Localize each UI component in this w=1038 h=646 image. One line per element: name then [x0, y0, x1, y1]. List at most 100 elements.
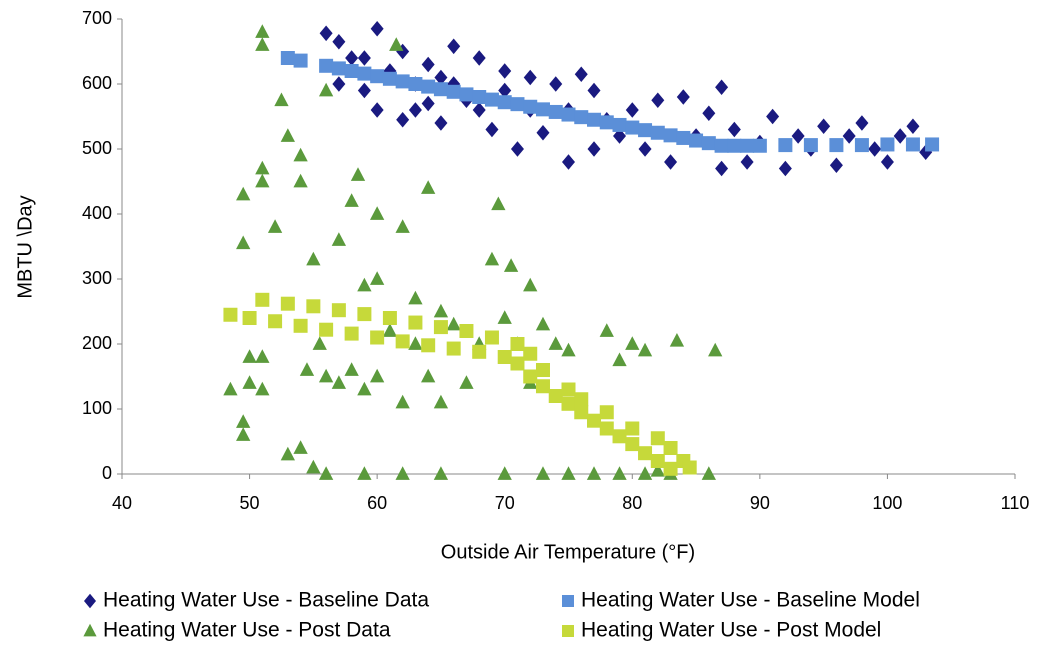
point [223, 307, 238, 322]
point [280, 446, 295, 461]
point [472, 90, 487, 104]
point [715, 160, 729, 177]
point [382, 323, 398, 337]
point [318, 368, 334, 383]
point [331, 232, 347, 246]
point [625, 336, 640, 350]
point [306, 251, 321, 266]
point [255, 349, 270, 363]
point [663, 128, 678, 143]
point [472, 102, 486, 118]
point [855, 115, 869, 131]
point [447, 38, 461, 55]
point [421, 95, 435, 112]
point [370, 69, 385, 84]
legend-marker [83, 623, 97, 637]
point [664, 154, 678, 170]
point [484, 92, 499, 107]
point [242, 349, 257, 363]
point [497, 310, 512, 324]
point [535, 363, 550, 377]
point [650, 125, 665, 140]
point [357, 466, 372, 480]
point [306, 459, 321, 474]
point [612, 352, 627, 367]
point [319, 58, 334, 73]
legend-marker [562, 625, 574, 637]
point [791, 128, 805, 144]
point [344, 362, 359, 376]
point [318, 82, 334, 97]
point [752, 138, 767, 153]
point [370, 20, 384, 37]
x-tick-label: 40 [112, 493, 132, 513]
point [708, 342, 723, 357]
point [382, 311, 397, 325]
point [242, 375, 257, 389]
point [498, 63, 512, 79]
point [357, 82, 371, 99]
point [344, 326, 359, 341]
point [434, 69, 448, 86]
point [669, 332, 685, 347]
point [638, 446, 653, 461]
point [651, 92, 665, 109]
point [497, 466, 512, 480]
point [274, 92, 289, 107]
point [925, 137, 940, 152]
point [395, 334, 410, 349]
point [548, 389, 563, 403]
point [370, 102, 384, 118]
point [868, 141, 882, 157]
point [382, 71, 397, 86]
point [484, 251, 500, 266]
x-axis-title: Outside Air Temperature (°F) [441, 541, 695, 563]
point [344, 193, 359, 207]
point [676, 89, 690, 105]
point [740, 154, 754, 170]
y-tick-label: 500 [82, 138, 112, 158]
point [344, 64, 359, 78]
point [682, 460, 697, 475]
point [535, 466, 551, 480]
x-tick-label: 70 [495, 493, 515, 513]
point [369, 271, 385, 285]
point [510, 97, 525, 112]
point [408, 315, 423, 330]
legend-marker [562, 595, 574, 607]
point [408, 290, 423, 305]
point [350, 167, 366, 181]
point [893, 128, 907, 144]
point [293, 318, 308, 333]
point [242, 311, 257, 325]
point [459, 375, 474, 389]
point [236, 427, 251, 441]
legend-marker [84, 593, 96, 609]
point [548, 336, 563, 350]
point [650, 462, 665, 477]
y-tick-label: 100 [82, 398, 112, 418]
point [574, 405, 589, 420]
point [357, 381, 372, 396]
point [357, 66, 372, 81]
point [906, 118, 920, 135]
point [331, 61, 346, 76]
point [561, 396, 576, 411]
y-tick-label: 600 [82, 73, 112, 93]
point [637, 466, 653, 480]
point [599, 405, 614, 420]
point [421, 368, 436, 383]
point [472, 344, 487, 359]
point [587, 112, 602, 127]
point [701, 466, 716, 480]
point [332, 33, 346, 50]
x-tick-label: 90 [750, 493, 770, 513]
point [803, 138, 818, 153]
point [446, 316, 461, 331]
y-tick-label: 0 [102, 463, 112, 483]
y-axis-title: MBTU \Day [14, 195, 36, 298]
point [510, 141, 524, 157]
point [497, 350, 512, 364]
point [267, 219, 283, 233]
point [842, 128, 856, 144]
